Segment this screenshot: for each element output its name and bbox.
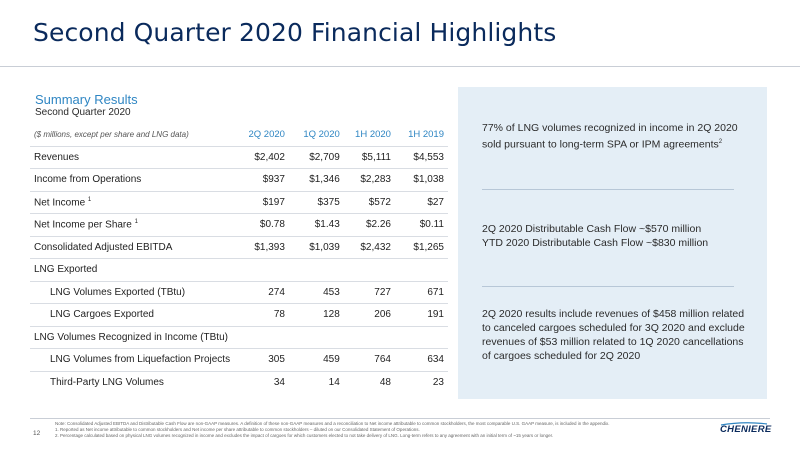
row-label: Net Income 1	[30, 190, 235, 214]
cell-value: $5,111	[343, 145, 395, 169]
highlight-cargo-revenues: 2Q 2020 results include revenues of $458…	[482, 308, 745, 362]
table-row: Income from Operations $937 $1,346 $2,28…	[30, 168, 448, 191]
row-label: Revenues	[30, 145, 235, 169]
cell-value: 459	[288, 348, 344, 371]
table-row: LNG Volumes Exported (TBtu) 274 453 727 …	[30, 280, 448, 304]
cell-value: 764	[343, 348, 395, 371]
cell-value: 128	[288, 303, 344, 326]
cell-value: $2,402	[234, 145, 289, 169]
table-row: Net Income per Share 1 $0.78 $1.43 $2.26…	[30, 213, 448, 236]
title-divider	[0, 66, 800, 67]
section-label: LNG Volumes Recognized in Income (TBtu)	[30, 325, 235, 349]
highlight-volumes-text: 77% of LNG volumes recognized in income …	[482, 122, 738, 151]
cell-value: $27	[394, 190, 448, 214]
units-note: ($ millions, except per share and LNG da…	[34, 130, 189, 140]
cell-value: $1,346	[288, 168, 344, 191]
cell-value: 78	[234, 303, 289, 326]
table-row: LNG Cargoes Exported 78 128 206 191	[30, 303, 448, 326]
highlight-cash-flow: 2Q 2020 Distributable Cash Flow ~$570 mi…	[482, 222, 747, 250]
cell-value: 191	[394, 303, 448, 326]
cell-value: $1,393	[234, 235, 289, 259]
row-label: LNG Cargoes Exported	[30, 303, 235, 326]
cell-value: 23	[394, 370, 448, 394]
row-label: LNG Volumes from Liquefaction Projects	[30, 348, 235, 371]
highlights-panel: 77% of LNG volumes recognized in income …	[458, 87, 767, 399]
column-header: 1Q 2020	[303, 129, 340, 141]
cell-value: $4,553	[394, 145, 448, 169]
column-header: 1H 2019	[408, 129, 444, 141]
table-row: Consolidated Adjusted EBITDA $1,393 $1,0…	[30, 235, 448, 259]
cell-value: $0.78	[234, 213, 289, 236]
cell-value: 671	[394, 280, 448, 304]
highlight-volumes: 77% of LNG volumes recognized in income …	[482, 121, 747, 152]
footnote-2: 2. Percentage calculated based on physic…	[55, 433, 554, 439]
footnotes: Note: Consolidated Adjusted EBITDA and D…	[55, 421, 705, 440]
highlight-cash-flow-2q: 2Q 2020 Distributable Cash Flow ~$570 mi…	[482, 223, 702, 235]
cell-value: $937	[234, 168, 289, 191]
cell-value: 206	[343, 303, 395, 326]
row-label: LNG Volumes Exported (TBtu)	[30, 280, 235, 304]
table-row: Revenues $2,402 $2,709 $5,111 $4,553	[30, 145, 448, 169]
cell-value: 727	[343, 280, 395, 304]
footnote-marker: 1	[87, 196, 92, 203]
table-row: LNG Volumes from Liquefaction Projects 3…	[30, 348, 448, 371]
footnote-marker: 1	[134, 219, 138, 226]
cell-value: $2,432	[343, 235, 395, 259]
page-number: 12	[33, 430, 41, 437]
table-section-row: LNG Exported	[30, 258, 448, 281]
cell-value: 453	[288, 280, 344, 304]
cell-value: $2.26	[343, 213, 395, 236]
row-label: Consolidated Adjusted EBITDA	[30, 235, 235, 259]
cell-value: $197	[234, 190, 289, 214]
cell-value: $1,038	[394, 168, 448, 191]
summary-subheading: Second Quarter 2020	[35, 107, 131, 118]
table-row: Net Income 1 $197 $375 $572 $27	[30, 190, 448, 214]
footer-divider	[30, 418, 770, 419]
cell-value: $0.11	[394, 213, 448, 236]
cell-value: $2,283	[343, 168, 395, 191]
summary-heading: Summary Results	[35, 92, 138, 107]
column-header: 2Q 2020	[248, 129, 285, 141]
section-label: LNG Exported	[30, 258, 235, 281]
highlight-divider	[482, 189, 734, 190]
cell-value: $1,265	[394, 235, 448, 259]
summary-results-table: ($ millions, except per share and LNG da…	[30, 124, 448, 394]
table-row: Third-Party LNG Volumes 34 14 48 23	[30, 370, 448, 394]
row-label: Net Income per Share 1	[30, 213, 235, 236]
company-logo: CHENIERE	[720, 424, 772, 435]
logo-swoosh-icon	[720, 422, 768, 426]
page-title: Second Quarter 2020 Financial Highlights	[33, 18, 557, 47]
cell-value: 305	[234, 348, 289, 371]
cell-value: $375	[288, 190, 344, 214]
footnote-main: Note: Consolidated Adjusted EBITDA and D…	[55, 421, 610, 426]
table-section-row: LNG Volumes Recognized in Income (TBtu)	[30, 325, 448, 349]
cell-value: 274	[234, 280, 289, 304]
table-header-row: ($ millions, except per share and LNG da…	[30, 124, 448, 146]
cell-value: 634	[394, 348, 448, 371]
highlight-divider	[482, 286, 734, 287]
cell-value: $1,039	[288, 235, 344, 259]
cell-value: $1.43	[288, 213, 344, 236]
footnote-1: 1. Reported as Net income attributable t…	[55, 427, 420, 433]
cell-value: $2,709	[288, 145, 344, 169]
row-label: Third-Party LNG Volumes	[30, 370, 235, 394]
row-label: Income from Operations	[30, 168, 235, 191]
cell-value: 14	[288, 370, 344, 394]
cell-value: $572	[343, 190, 395, 214]
footnote-marker: 2	[718, 139, 723, 145]
cell-value: 48	[343, 370, 395, 394]
column-header: 1H 2020	[355, 129, 391, 141]
cell-value: 34	[234, 370, 289, 394]
highlight-cash-flow-ytd: YTD 2020 Distributable Cash Flow ~$830 m…	[482, 237, 709, 249]
